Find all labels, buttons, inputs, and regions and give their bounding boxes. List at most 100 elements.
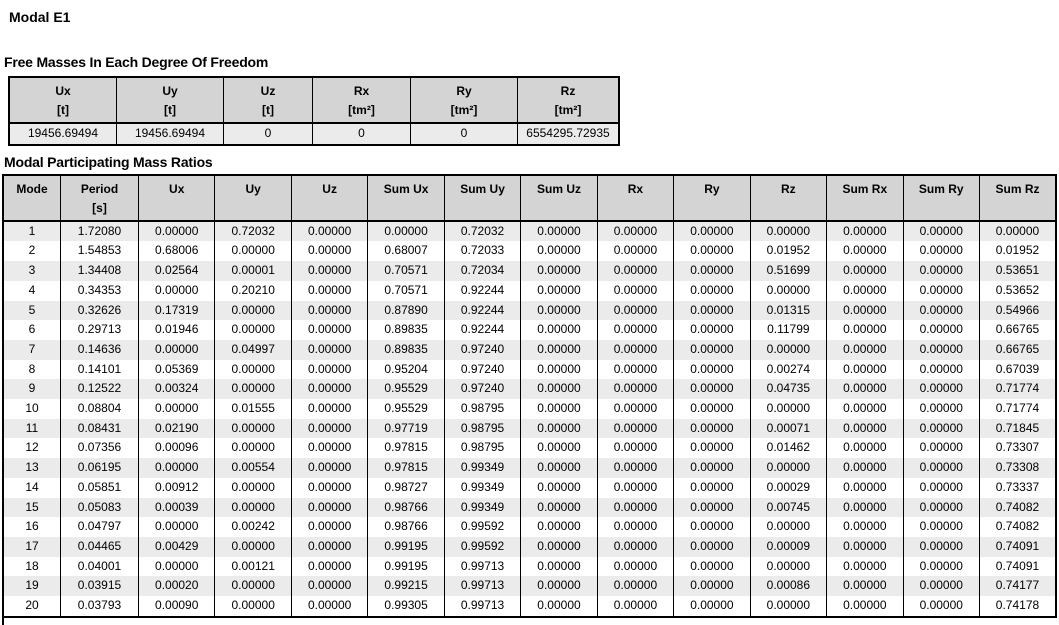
table-cell: 0.97240 bbox=[443, 359, 522, 380]
table-cell: 0.00000 bbox=[902, 320, 980, 340]
table-cell: 0.00000 bbox=[290, 497, 369, 518]
table-cell: 0.99592 bbox=[443, 517, 522, 537]
table-cell: 0.00000 bbox=[137, 220, 216, 242]
table-cell: 0.00000 bbox=[520, 497, 598, 518]
table-row: 3 1.34408 0.02564 0.00001 0.00000 0.70571 0.72… bbox=[2, 261, 1057, 281]
table-cell: 0.08431 bbox=[60, 418, 139, 439]
table-cell: 0.00071 bbox=[749, 418, 828, 439]
column-header: Ry bbox=[673, 174, 751, 222]
table-cell: 2 bbox=[2, 241, 61, 262]
table-cell: 0.00000 bbox=[902, 379, 980, 400]
table-cell: 0.00121 bbox=[214, 556, 292, 577]
column-header: Ux [t] bbox=[8, 76, 117, 124]
table-row: 18 0.04001 0.00000 0.00121 0.00000 0.99195 0.9… bbox=[2, 556, 1057, 577]
table-cell: 0.00000 bbox=[826, 220, 904, 242]
table-cell: 20 bbox=[2, 596, 61, 617]
table-cell: 0.00000 bbox=[214, 536, 292, 557]
table-cell: 0.00000 bbox=[520, 220, 598, 242]
column-header: Sum Rz bbox=[978, 174, 1057, 222]
column-unit bbox=[140, 199, 213, 218]
table-cell: 0.05369 bbox=[137, 359, 216, 380]
table-cell: 0 bbox=[223, 123, 313, 145]
table-cell: 0.00000 bbox=[749, 517, 828, 537]
table-cell: 0.00000 bbox=[902, 261, 980, 281]
table-cell: 0.68007 bbox=[367, 241, 445, 262]
table-cell: 0.00000 bbox=[290, 280, 369, 301]
table-cell: 0.99349 bbox=[443, 458, 522, 478]
column-header: Rx bbox=[596, 174, 675, 222]
table-cell: 0.02190 bbox=[137, 418, 216, 439]
table-cell: 0.95529 bbox=[367, 399, 445, 419]
column-label: Mode bbox=[16, 181, 48, 196]
table-cell: 0.00000 bbox=[520, 438, 598, 459]
table-cell: 0.72034 bbox=[443, 261, 522, 281]
table-row: 15 0.05083 0.00039 0.00000 0.00000 0.98766 0.9… bbox=[2, 497, 1057, 518]
table-cell: 0.00912 bbox=[137, 477, 216, 498]
column-unit bbox=[369, 199, 442, 218]
table-cell: 0.00000 bbox=[902, 458, 980, 478]
table-cell: 0.00000 bbox=[596, 536, 675, 557]
free-masses-section: Free Masses In Each Degree Of Freedom Ux… bbox=[0, 54, 1059, 146]
table-cell: 0.00000 bbox=[596, 438, 675, 459]
table-cell: 0.00000 bbox=[673, 418, 751, 439]
table-cell: 0.99305 bbox=[367, 596, 445, 617]
column-header: Uz [t] bbox=[223, 76, 313, 124]
table-cell: 0.01315 bbox=[749, 300, 828, 321]
column-label: Rz bbox=[781, 181, 796, 196]
table-cell: 0.00429 bbox=[137, 536, 216, 557]
table-cell: 0.00000 bbox=[673, 576, 751, 597]
table-cell: 0.00000 bbox=[290, 261, 369, 281]
table-cell: 0.97815 bbox=[367, 458, 445, 478]
table-cell: 0.00000 bbox=[826, 536, 904, 557]
table-cell: 0.00000 bbox=[826, 477, 904, 498]
table-cell: 0.00000 bbox=[902, 556, 980, 577]
table-cell: 0.99215 bbox=[367, 576, 445, 597]
table-cell: 0.00242 bbox=[214, 517, 292, 537]
table-cell: 0.00000 bbox=[520, 576, 598, 597]
table-cell: 0.04465 bbox=[60, 536, 139, 557]
table-cell: 0.00096 bbox=[137, 438, 216, 459]
table-cell: 0.04735 bbox=[749, 379, 828, 400]
table-cell: 0.00745 bbox=[749, 497, 828, 518]
table-cell: 0.67039 bbox=[978, 359, 1057, 380]
table-cell: 0.04001 bbox=[60, 556, 139, 577]
table-cell: 0 bbox=[410, 123, 518, 145]
table-row: 11 0.08431 0.02190 0.00000 0.00000 0.97719 0.9… bbox=[2, 418, 1057, 439]
table-cell: 0.00000 bbox=[902, 241, 980, 262]
table-cell: 0.00000 bbox=[520, 280, 598, 301]
table-cell: 1.54853 bbox=[60, 241, 139, 262]
column-label: Ux bbox=[169, 181, 185, 196]
table-cell: 0.00000 bbox=[673, 497, 751, 518]
table-cell: 0.00000 bbox=[826, 517, 904, 537]
table-cell: 1 bbox=[2, 220, 61, 242]
table-cell: 0.99592 bbox=[443, 536, 522, 557]
table-cell: 0.00000 bbox=[673, 399, 751, 419]
table-cell: 0.89835 bbox=[367, 339, 445, 360]
table-cell: 0.00000 bbox=[596, 339, 675, 360]
table-cell: 0.00000 bbox=[214, 477, 292, 498]
table-cell: 14 bbox=[2, 477, 61, 498]
table-cell: 0.00000 bbox=[749, 220, 828, 242]
table-cell: 0.74177 bbox=[978, 576, 1057, 597]
table-cell: 0 bbox=[312, 123, 411, 145]
table-cell: 0.00000 bbox=[596, 220, 675, 242]
header-row: Ux [t] Uy [t] Uz [t] Rx [tm²] Ry [tm²] Rz [tm²] bbox=[8, 76, 620, 124]
free-masses-table: Ux [t] Uy [t] Uz [t] Rx [tm²] Ry [tm²] Rz [tm²] 1945… bbox=[8, 76, 620, 146]
column-label: Ry bbox=[456, 84, 472, 98]
table-cell: 0.00000 bbox=[749, 339, 828, 360]
table-cell: 0.98766 bbox=[367, 497, 445, 518]
table-row: 9 0.12522 0.00324 0.00000 0.00000 0.95529 0.97… bbox=[2, 379, 1057, 400]
table-cell: 0.00000 bbox=[214, 300, 292, 321]
header-row: Mode Period [s] Ux Uy Uz Sum Ux Sum Uy Sum… bbox=[2, 174, 1057, 222]
table-cell: 0.00029 bbox=[749, 477, 828, 498]
table-cell: 17 bbox=[2, 536, 61, 557]
table-cell: 0.00000 bbox=[673, 477, 751, 498]
table-cell: 0.00090 bbox=[137, 596, 216, 617]
table-cell: 0.66765 bbox=[978, 320, 1057, 340]
table-cell: 0.99713 bbox=[443, 596, 522, 617]
table-cell: 0.00000 bbox=[826, 497, 904, 518]
table-cell: 0.87890 bbox=[367, 300, 445, 321]
table-cell: 0.99349 bbox=[443, 477, 522, 498]
table-cell: 19456.69494 bbox=[116, 123, 224, 145]
